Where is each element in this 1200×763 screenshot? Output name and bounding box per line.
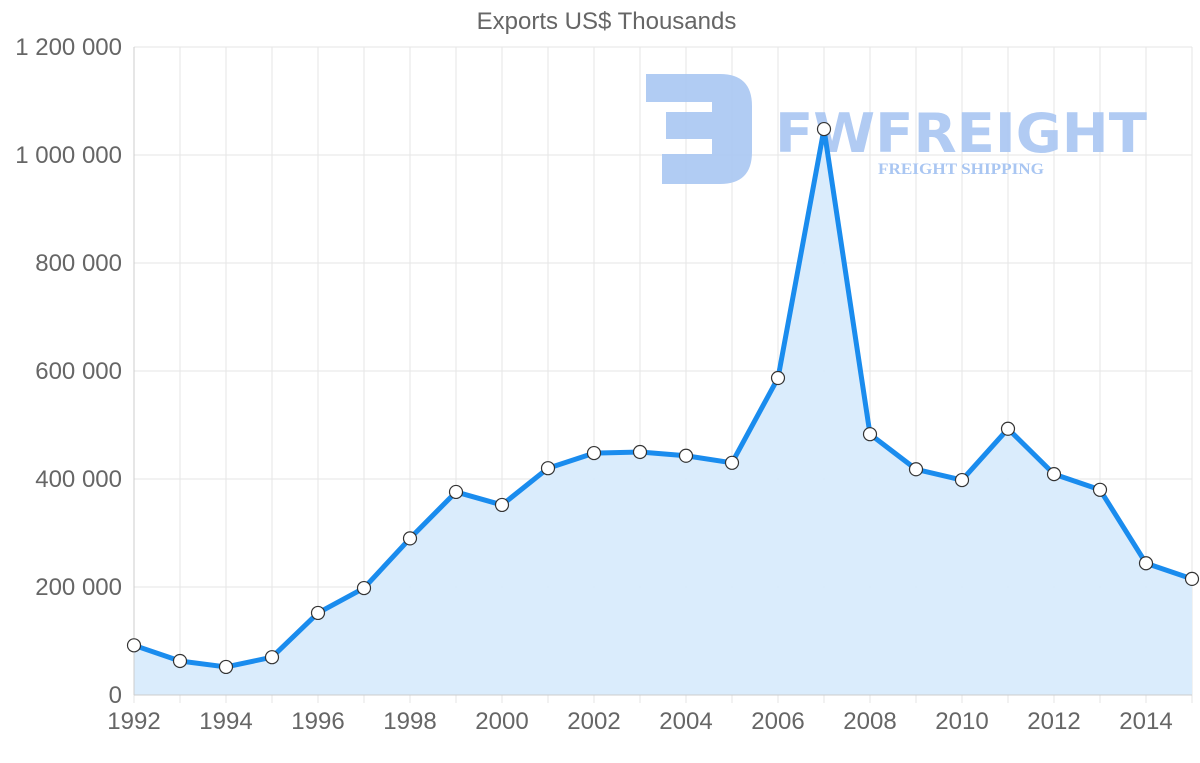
data-point-2004[interactable] [678,448,694,463]
data-point-1999[interactable] [448,484,464,500]
data-point-1997[interactable] [356,580,372,596]
area-shape [134,129,1192,695]
y-tick-label: 1 000 000 [15,142,122,169]
x-tick-label: 2012 [1027,708,1080,735]
data-point-2008[interactable] [862,427,878,442]
y-tick-label: 200 000 [35,574,122,601]
data-point-2015[interactable] [1184,571,1200,587]
data-point-2003[interactable] [632,444,648,460]
y-tick-label: 0 [109,682,122,709]
x-tick-label: 2014 [1119,708,1172,735]
x-axis-ticks: 1992 1994 1996 1998 2000 2002 2004 2006 2008 2010… [107,708,1172,735]
data-point-2009[interactable] [908,462,924,477]
watermark-brand: FWFREIGHT [775,102,1147,165]
data-point-2007[interactable] [816,121,832,137]
data-point-2006[interactable] [770,370,786,386]
data-point-2010[interactable] [954,472,970,488]
x-tick-label: 1992 [107,708,160,735]
chart-title: Exports US$ Thousands [476,8,737,35]
data-point-2002[interactable] [586,445,602,461]
data-point-2013[interactable] [1092,482,1108,497]
data-point-1996[interactable] [310,605,326,621]
data-point-1995[interactable] [264,650,280,665]
data-point-1992[interactable] [126,638,142,653]
x-tick-label: 1996 [291,708,344,735]
y-tick-label: 400 000 [35,466,122,493]
axes [133,47,1192,696]
watermark-tagline: FREIGHT SHIPPING [878,161,1045,178]
x-tick-label: 2002 [567,708,620,735]
data-point-2005[interactable] [724,455,740,470]
y-tick-label: 600 000 [35,358,122,385]
data-point-1993[interactable] [172,653,188,669]
data-point-1994[interactable] [218,659,234,675]
data-points [126,121,1200,675]
fwfreight-logo-icon [646,74,752,184]
data-line [133,126,1193,670]
x-tick-label: 2004 [659,708,712,735]
data-point-2000[interactable] [494,497,510,513]
area-fill [134,129,1192,695]
x-tick-label: 2006 [751,708,804,735]
x-tick-label: 1994 [199,708,252,735]
y-tick-label: 800 000 [35,250,122,277]
data-point-2011[interactable] [1000,421,1016,436]
data-point-2014[interactable] [1138,556,1154,571]
data-point-2001[interactable] [540,461,556,476]
series-line [133,126,1193,670]
fwfreight-watermark: FWFREIGHT FREIGHT SHIPPING [646,74,1147,184]
x-tick-label: 2010 [935,708,988,735]
x-tick-label: 2008 [843,708,896,735]
x-tick-label: 1998 [383,708,436,735]
y-tick-label: 1 200 000 [15,34,122,61]
data-point-2012[interactable] [1046,467,1062,482]
data-point-1998[interactable] [402,531,418,546]
y-axis-ticks: 0 200 000 400 000 600 000 800 000 1 000 000 1 … [15,34,122,709]
x-tick-label: 2000 [475,708,528,735]
